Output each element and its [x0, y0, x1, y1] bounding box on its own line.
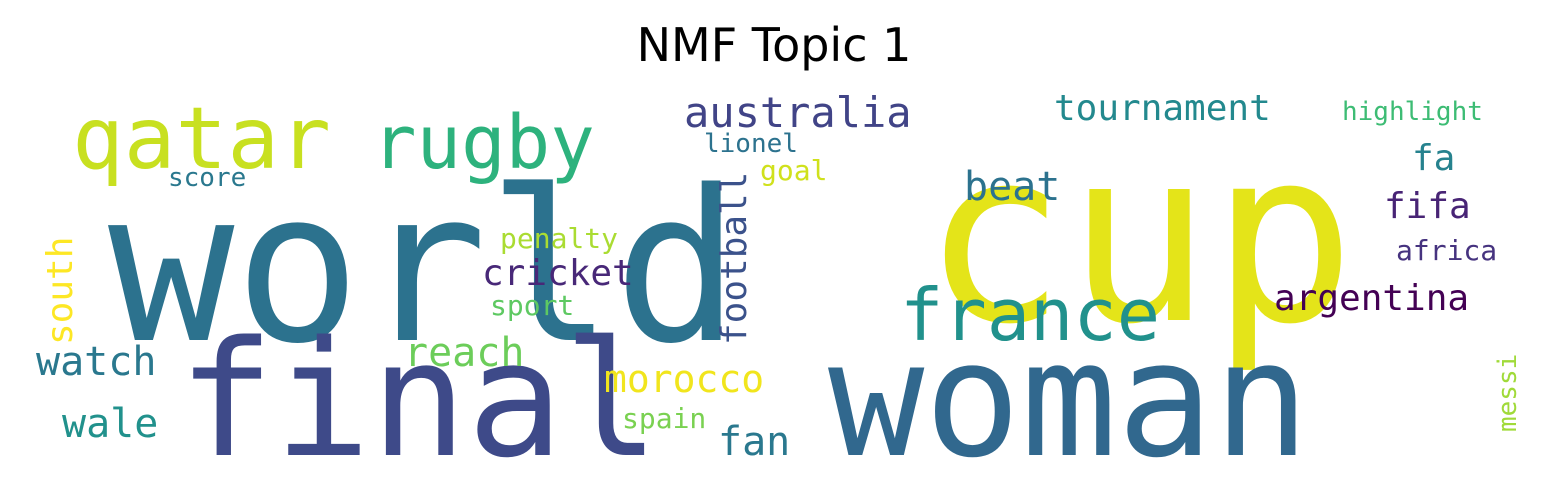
word-messi: messi — [1493, 354, 1523, 432]
word-spain: spain — [622, 402, 706, 435]
word-highlight: highlight — [1342, 97, 1483, 127]
word-woman: woman — [828, 306, 1310, 493]
word-morocco: morocco — [604, 357, 764, 401]
chart-title: NMF Topic 1 — [636, 18, 912, 72]
word-south: south — [40, 237, 81, 345]
word-africa: africa — [1396, 234, 1497, 267]
word-football: football — [714, 172, 755, 345]
word-sport: sport — [490, 289, 574, 322]
word-australia: australia — [684, 88, 912, 137]
word-score: score — [168, 163, 246, 193]
word-france: france — [900, 273, 1160, 357]
word-fa: fa — [1412, 138, 1455, 179]
word-final: final — [178, 306, 660, 493]
word-penalty: penalty — [500, 222, 618, 255]
word-qatar: qatar — [72, 89, 331, 189]
word-cup: cup — [922, 97, 1355, 377]
word-cricket: cricket — [482, 253, 634, 294]
word-goal: goal — [760, 154, 827, 187]
word-wale: wale — [62, 401, 158, 447]
word-reach: reach — [404, 330, 524, 376]
word-tournament: tournament — [1054, 88, 1271, 129]
word-beat: beat — [964, 164, 1060, 210]
word-argentina: argentina — [1274, 278, 1469, 319]
word-fifa: fifa — [1384, 186, 1471, 227]
word-fan: fan — [718, 419, 790, 465]
word-world: world — [108, 145, 740, 390]
word-rugby: rugby — [372, 100, 595, 186]
word-watch: watch — [36, 339, 156, 385]
word-lionel: lionel — [704, 129, 798, 159]
